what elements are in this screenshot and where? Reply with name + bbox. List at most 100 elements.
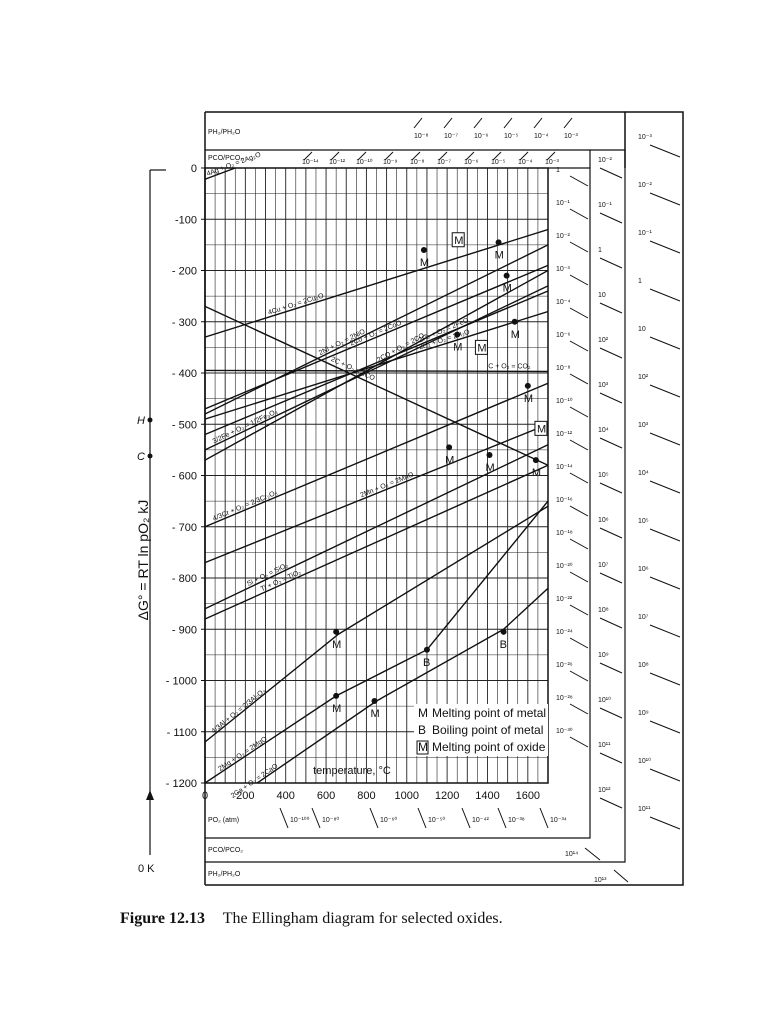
co-top-tick-label: 10⁻¹²: [329, 159, 346, 166]
co-scale-label: PCO/PCO₂: [208, 155, 243, 162]
h2-right-tick-label: 10¹¹: [638, 806, 651, 813]
y-tick-label: - 900: [172, 624, 197, 636]
h2-right-tick-label: 10⁻¹: [638, 230, 652, 237]
h2-right-tick: [649, 288, 681, 302]
h-point: [147, 417, 153, 423]
x-tick-label: 1000: [395, 790, 419, 802]
co-top-tick: [357, 151, 367, 161]
h2-right-tick: [649, 336, 681, 350]
h2-right-tick: [649, 576, 681, 590]
transition-point: [333, 628, 340, 635]
oxide-marker-box: [474, 339, 488, 355]
series-line: [205, 305, 548, 466]
h2-right-tick: [649, 672, 681, 686]
h2-top-tick-label: 10⁻⁸: [414, 133, 428, 140]
po2-right-tick: [569, 175, 589, 187]
co-top-tick-label: 10⁻⁵: [491, 159, 505, 166]
transition-point: [511, 318, 518, 325]
co-top-tick: [303, 151, 313, 161]
po2-right-tick-label: 10⁻²⁰: [556, 562, 573, 570]
transition-point: [495, 239, 502, 246]
y-tick-label: - 600: [172, 471, 197, 483]
po2-right-tick-label: 10⁻¹⁰: [556, 397, 573, 405]
po2-right-tick-label: 10⁻⁴: [556, 299, 571, 306]
po2-bottom-tick-label: 10⁻⁸⁰: [322, 816, 339, 824]
h2-top-tick: [473, 117, 483, 129]
co-right-tick: [599, 662, 623, 674]
y-tick-label: - 1100: [167, 727, 197, 739]
h2-top-tick-label: 10⁻⁶: [474, 133, 488, 140]
co-top-tick-label: 10⁻³: [545, 159, 559, 166]
legend-symbol: B: [418, 723, 426, 737]
x-tick-label: 200: [236, 790, 254, 802]
legend-symbol: M: [418, 706, 428, 720]
transition-label: M: [370, 708, 379, 720]
co-top-tick-label: 10⁻⁸: [410, 159, 424, 166]
po2-bottom-tick: [279, 807, 289, 829]
co-right-tick-label: 10⁶: [598, 517, 609, 524]
po2-right-tick-label: 10⁻⁶: [556, 332, 570, 339]
x-tick-label: 1600: [516, 790, 540, 802]
h2-right-tick: [649, 432, 681, 446]
transition-label: B: [423, 657, 430, 669]
po2-right-tick-label: 10⁻¹: [556, 200, 570, 207]
co-top-tick-label: 10⁻⁹: [383, 159, 397, 166]
x-tick-label: 0: [202, 790, 208, 802]
h2-right-tick: [649, 528, 681, 542]
transition-point: [524, 382, 531, 389]
co-right-tick-label: 10³: [598, 382, 609, 389]
transition-label: M: [332, 639, 341, 651]
h2-bottom-label: PH₂/PH₂O: [208, 871, 241, 878]
transition-point: [532, 457, 539, 464]
transition-label: M: [495, 249, 504, 261]
series-line: [205, 423, 548, 564]
oxide-marker-box: [451, 232, 465, 248]
co-top-tick: [546, 151, 556, 161]
h2-top-tick-label: 10⁻⁵: [504, 133, 518, 140]
left-axis-arrow: [146, 790, 154, 800]
zero-kelvin-label: 0 K: [138, 863, 155, 875]
transition-label: B: [500, 639, 507, 651]
po2-right-frame: [205, 167, 591, 839]
co-right-tick-label: 10⁹: [598, 652, 609, 659]
transition-label: M: [420, 257, 429, 269]
co-right-tick: [599, 392, 623, 404]
po2-right-tick-label: 10⁻²⁸: [556, 695, 573, 702]
co-right-tick-label: 10²: [598, 337, 609, 344]
transition-point: [333, 692, 340, 699]
series-line: [205, 285, 548, 451]
h2-right-tick: [649, 144, 681, 158]
co-right-tick: [599, 617, 623, 629]
co-right-tick-label: 10⁵: [598, 472, 609, 479]
legend-text: Melting point of oxide: [432, 740, 546, 754]
co-right-tick-label: 10⁻¹: [598, 202, 612, 209]
h2-right-tick-label: 10⁹: [638, 710, 649, 717]
x-tick-label: 1400: [475, 790, 499, 802]
po2-bottom-tick: [461, 807, 471, 829]
po2-right-tick: [569, 340, 589, 352]
po2-right-tick-label: 10⁻¹²: [556, 431, 573, 438]
series-line: [255, 587, 548, 783]
co-right-tick: [599, 212, 623, 224]
x-tick-label: 600: [317, 790, 335, 802]
co-right-tick: [599, 482, 623, 494]
po2-right-tick-label: 10⁻²²: [556, 596, 573, 603]
po2-right-tick: [569, 208, 589, 220]
h2-right-tick: [649, 720, 681, 734]
oxide-marker-label: M: [537, 423, 546, 435]
po2-right-tick: [569, 241, 589, 253]
legend-symbol-box: [416, 740, 429, 755]
series-line: [205, 505, 548, 743]
h2-right-tick: [649, 480, 681, 494]
series-line: [205, 244, 548, 415]
co-top-tick: [330, 151, 340, 161]
co-right-tick: [599, 752, 623, 764]
h-label: H: [137, 415, 145, 427]
po2-right-tick: [569, 472, 589, 484]
co-top-tick-label: 10⁻⁴: [518, 159, 533, 166]
transition-label: M: [511, 329, 520, 341]
oxide-marker-box: [534, 420, 548, 436]
h2-top-tick: [443, 117, 453, 129]
y-tick-label: - 1200: [166, 778, 197, 790]
